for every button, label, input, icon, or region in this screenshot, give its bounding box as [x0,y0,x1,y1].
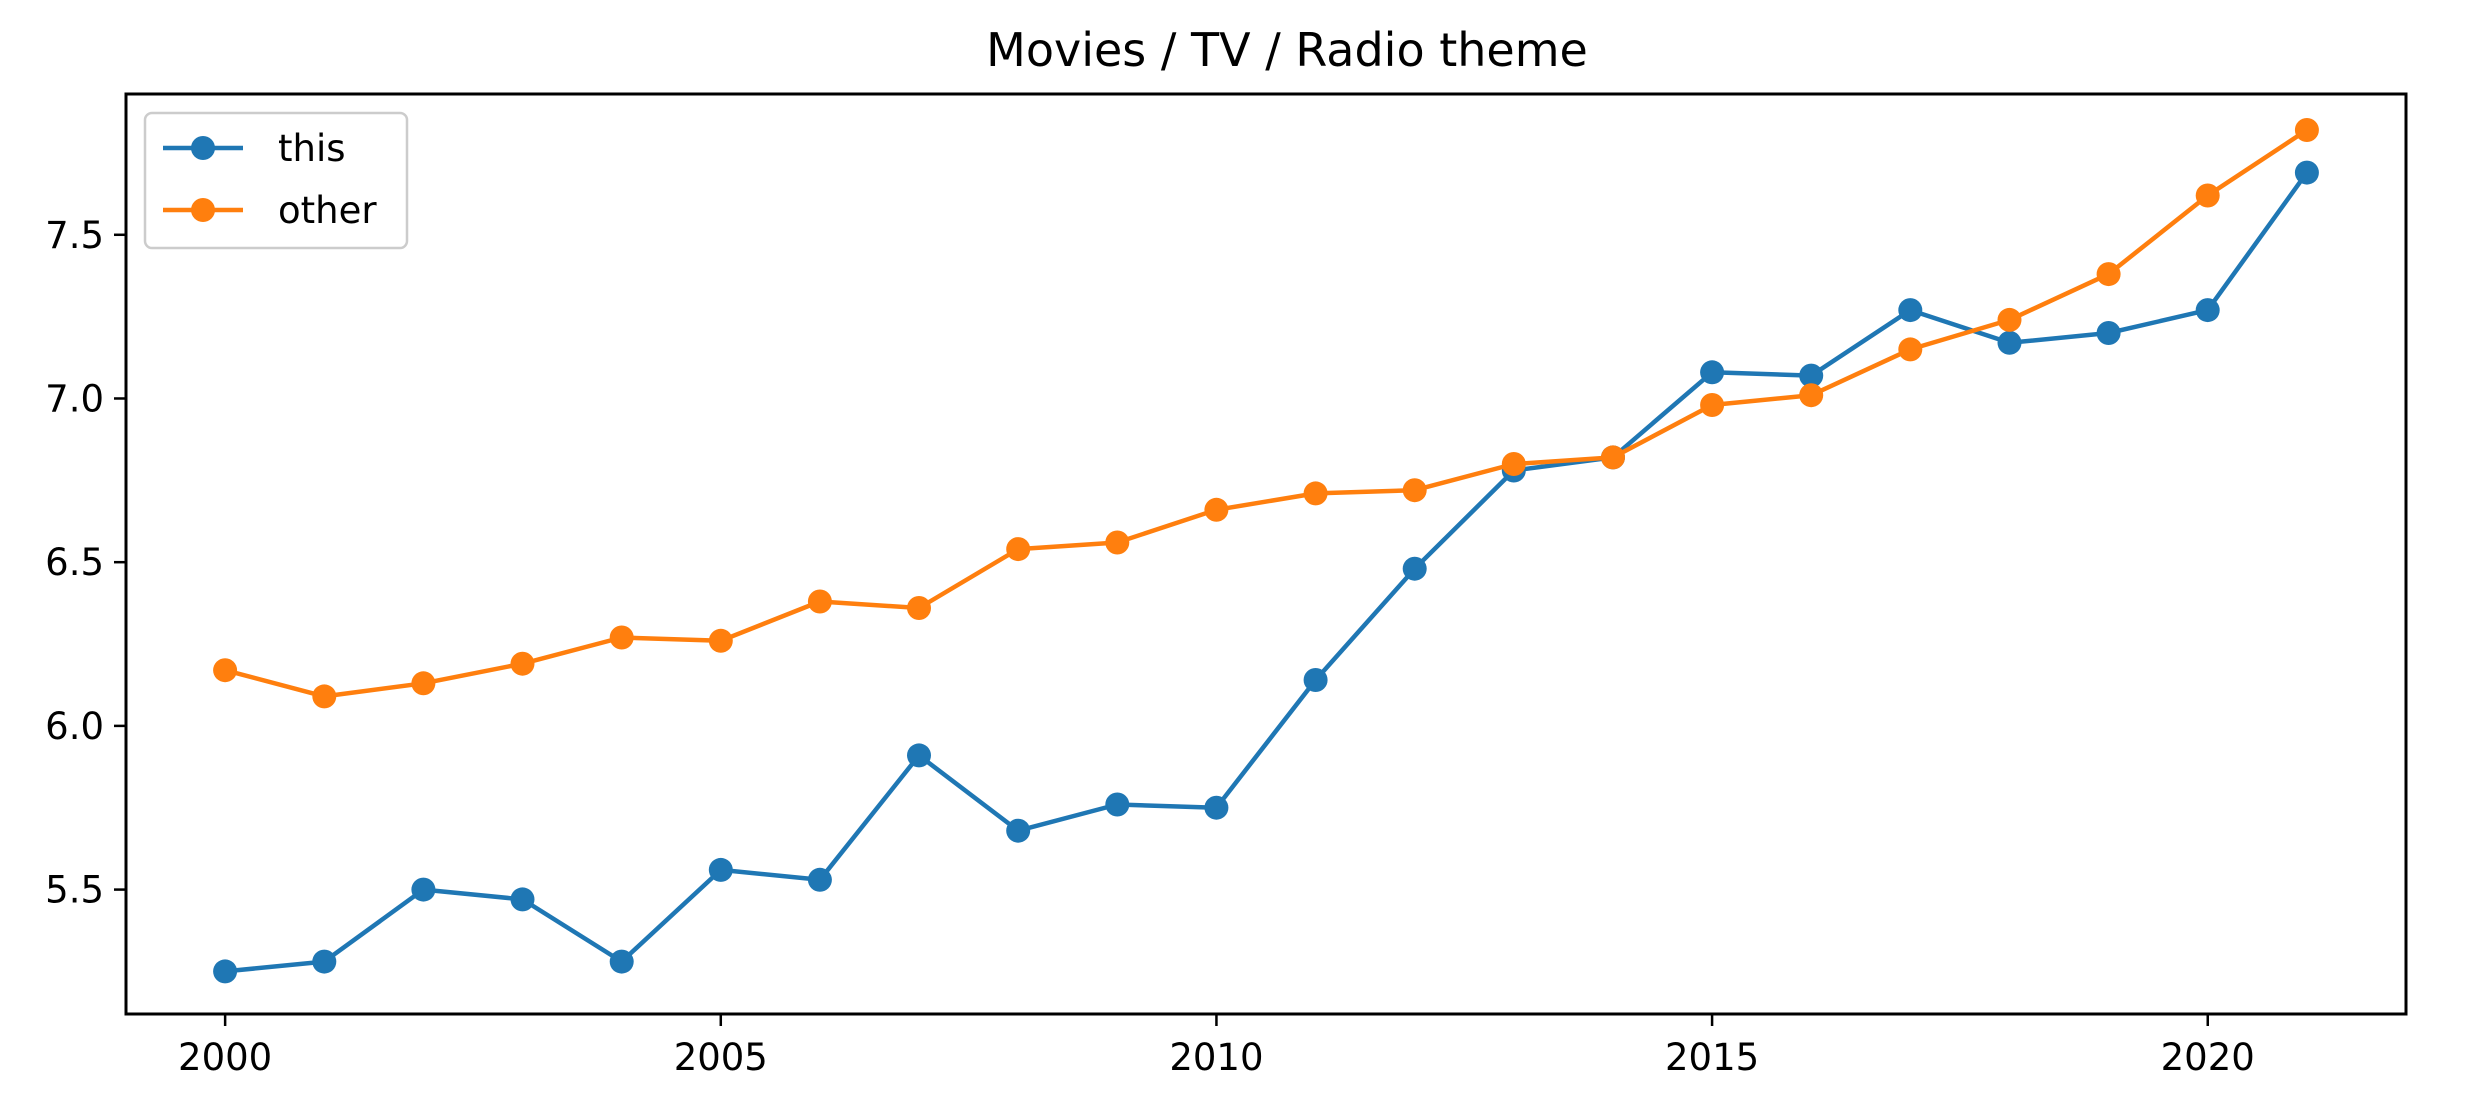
x-tick-label: 2020 [2161,1036,2255,1079]
y-axis: 5.5 6.0 6.5 7.0 7.5 [45,214,126,912]
data-point [1006,818,1031,843]
data-point [213,959,238,984]
data-point [1601,445,1625,470]
data-point [312,684,337,709]
data-point [2195,183,2220,208]
data-point [411,877,436,902]
data-point [312,949,337,974]
data-point [2294,118,2319,142]
data-point [1700,393,1725,417]
data-point [1204,795,1229,820]
data-point [510,887,535,912]
data-point [411,671,436,696]
data-point [1799,363,1824,388]
y-tick-label: 6.5 [45,541,104,584]
x-tick-label: 2015 [1665,1036,1759,1079]
data-point [1402,556,1427,581]
data-point [1898,337,1923,362]
legend-marker-1 [191,198,215,222]
data-point [1105,792,1130,817]
data-point [2195,298,2220,323]
y-tick-label: 5.5 [45,869,104,912]
series-line-0 [224,171,2309,974]
data-point [1799,383,1824,408]
data-point [807,867,832,892]
y-tick-label: 7.5 [45,214,104,257]
data-point [1402,478,1427,503]
series-line-1 [224,128,2309,699]
axes-frame [124,92,2408,1016]
x-tick-label: 2000 [178,1036,272,1079]
data-point [1501,452,1526,476]
data-point [1898,298,1923,323]
data-point [907,743,931,768]
data-point [1303,668,1328,692]
y-tick-label: 6.0 [45,705,104,748]
data-point [1997,307,2022,332]
x-axis: 2000 2005 2010 2015 2020 [178,1014,2255,1079]
data-point [2096,262,2121,287]
data-point [609,949,634,974]
data-point [1700,360,1725,385]
legend: this other [143,111,409,250]
data-point [708,857,733,882]
data-point [1006,537,1031,562]
data-point [907,596,931,620]
x-tick-label: 2005 [674,1036,768,1079]
data-point [1303,481,1328,506]
data-point [807,589,832,614]
data-point [2096,321,2121,345]
data-point [213,658,238,683]
x-tick-label: 2010 [1169,1036,1263,1079]
y-tick-label: 7.0 [45,377,104,420]
data-point [609,625,634,650]
legend-label-0: this [278,127,346,170]
data-point [1204,497,1229,522]
chart-title: Movies / TV / Radio theme [986,23,1588,77]
data-point [1105,530,1130,555]
data-point [708,628,733,653]
plot-area [213,118,2319,984]
legend-marker-0 [191,136,215,160]
data-point [510,651,535,676]
data-point [2294,160,2319,185]
legend-label-1: other [278,189,377,232]
data-point [1997,330,2022,355]
